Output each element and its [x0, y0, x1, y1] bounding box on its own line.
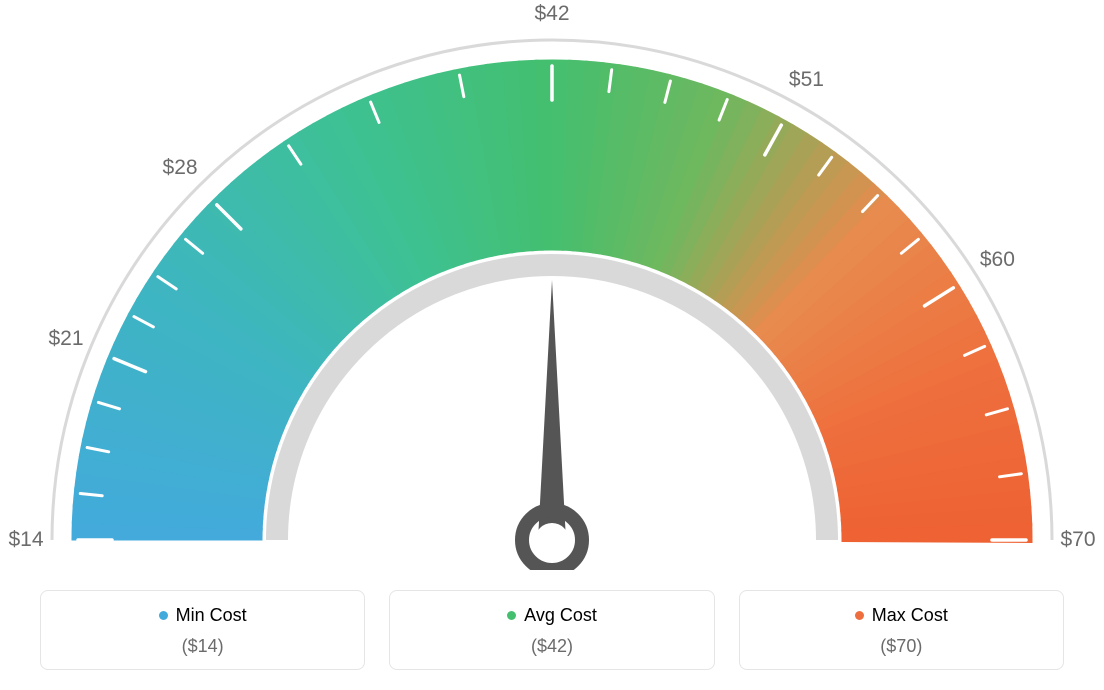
legend-max-card: Max Cost ($70): [739, 590, 1064, 670]
legend-avg-label: Avg Cost: [524, 605, 597, 626]
legend-max-label: Max Cost: [872, 605, 948, 626]
legend-min-label: Min Cost: [176, 605, 247, 626]
legend-avg-dot: [507, 611, 516, 620]
legend-min-dot: [159, 611, 168, 620]
legend-avg-card: Avg Cost ($42): [389, 590, 714, 670]
legend-min-card: Min Cost ($14): [40, 590, 365, 670]
gauge-tick-label: $60: [980, 248, 1015, 272]
legend-min-title: Min Cost: [159, 605, 247, 626]
gauge-tick-label: $14: [8, 528, 43, 552]
legend-avg-value: ($42): [400, 636, 703, 657]
legend-max-dot: [855, 611, 864, 620]
gauge-chart: $14 $21 $28 $42 $51 $60 $70: [0, 0, 1104, 570]
legend-row: Min Cost ($14) Avg Cost ($42) Max Cost (…: [40, 590, 1064, 670]
gauge-tick-label: $21: [49, 327, 84, 351]
gauge-svg: [0, 0, 1104, 570]
gauge-tick-label: $28: [163, 156, 198, 180]
legend-max-value: ($70): [750, 636, 1053, 657]
cost-gauge-widget: $14 $21 $28 $42 $51 $60 $70 Min Cost ($14) Avg…: [0, 0, 1104, 690]
gauge-tick-label: $51: [789, 68, 824, 92]
legend-avg-title: Avg Cost: [507, 605, 597, 626]
gauge-tick-label: $70: [1060, 528, 1095, 552]
gauge-tick-label: $42: [534, 2, 569, 26]
legend-min-value: ($14): [51, 636, 354, 657]
legend-max-title: Max Cost: [855, 605, 948, 626]
